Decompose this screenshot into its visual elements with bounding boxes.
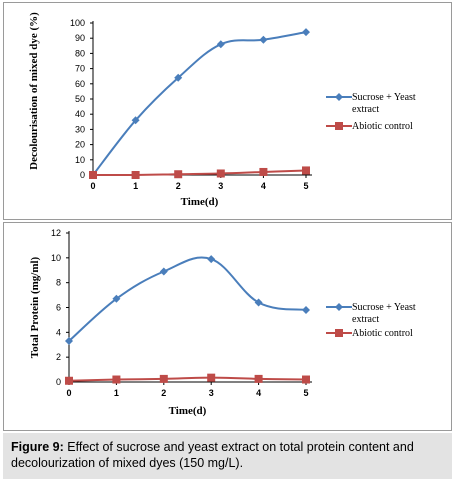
series-line-0 [92, 31, 307, 176]
data-point-diamond [216, 40, 225, 49]
y-tick-label: 100 [70, 18, 85, 28]
legend-marker-square [335, 122, 343, 130]
x-tick-label: 4 [261, 181, 266, 191]
x-axis-title: Time(d) [181, 196, 219, 208]
x-tick-label: 3 [218, 181, 223, 191]
x-tick-label: 1 [133, 181, 138, 191]
legend-label: Abiotic control [352, 328, 413, 339]
data-point-diamond [302, 305, 310, 314]
legend-marker-square [335, 329, 343, 337]
series-line-1 [68, 376, 307, 382]
series-line-0 [68, 256, 307, 342]
data-point-diamond [254, 298, 263, 307]
data-point-diamond [65, 337, 73, 346]
y-axis-title-line: Decolourisation of mixed dye (%) [28, 12, 40, 170]
legend-marker-diamond [335, 303, 343, 311]
x-axis-title: Time(d) [169, 405, 207, 417]
legend-marker-diamond [335, 93, 343, 101]
x-tick-label: 3 [209, 388, 214, 398]
data-point-diamond [131, 116, 140, 125]
y-tick-label: 4 [56, 327, 61, 337]
data-point-square [207, 373, 216, 382]
x-tick-label: 5 [303, 388, 308, 398]
series-line-1 [92, 169, 307, 177]
y-tick-label: 12 [51, 228, 61, 238]
x-tick-label: 5 [303, 181, 308, 191]
data-point-square [89, 171, 97, 179]
y-tick-label: 30 [75, 124, 85, 134]
y-tick-label: 20 [75, 140, 85, 150]
y-tick-label: 60 [75, 79, 85, 89]
decolourisation-chart: 0 10 20 30 40 50 60 70 80 90 100 0 1 2 3 4 5 Time(d) Decol… [28, 12, 416, 208]
x-tick-label: 0 [66, 388, 71, 398]
data-point-square [112, 375, 121, 384]
caption-text: Effect of sucrose and yeast extract on t… [11, 440, 414, 470]
y-tick-label: 80 [75, 48, 85, 58]
data-point-square [159, 374, 168, 383]
y-tick-label: 0 [56, 377, 61, 387]
data-point-diamond [159, 267, 168, 276]
y-axis-title: Total Protein (mg/ml) [29, 256, 41, 358]
y-tick-label: 8 [56, 278, 61, 288]
y-tick-label: 10 [75, 155, 85, 165]
data-point-square [302, 166, 310, 175]
data-point-diamond [174, 73, 183, 82]
data-point-square [216, 169, 225, 178]
data-point-square [174, 170, 183, 179]
y-tick-label: 10 [51, 253, 61, 263]
data-point-diamond [302, 28, 310, 37]
figure-caption: Figure 9: Effect of sucrose and yeast ex… [3, 433, 452, 479]
data-point-square [254, 374, 263, 383]
x-tick-label: 1 [114, 388, 119, 398]
x-tick-label: 4 [256, 388, 261, 398]
chart-panel-protein: 0 2 4 6 8 10 12 0 1 2 3 4 5 Time(d) Total Protein (mg/… [3, 222, 452, 431]
legend-label: extract [352, 104, 379, 115]
data-point-square [131, 171, 140, 179]
data-point-square [302, 375, 310, 384]
y-tick-label: 70 [75, 64, 85, 74]
y-tick-label: 50 [75, 94, 85, 104]
legend-label: Sucrose + Yeast [352, 92, 416, 103]
caption-label: Figure 9: [11, 440, 64, 454]
legend-label: Sucrose + Yeast [352, 302, 416, 313]
y-tick-label: 90 [75, 33, 85, 43]
x-tick-label: 2 [161, 388, 166, 398]
legend-label: extract [352, 314, 379, 325]
chart-panel-decolourisation: 0 10 20 30 40 50 60 70 80 90 100 0 1 2 3 4 5 Time(d) Decol… [3, 2, 452, 220]
y-tick-label: 40 [75, 109, 85, 119]
data-point-diamond [259, 35, 268, 44]
data-point-diamond [112, 294, 121, 303]
y-tick-label: 0 [80, 170, 85, 180]
legend-label: Abiotic control [352, 121, 413, 132]
data-point-square [65, 376, 73, 385]
y-tick-label: 6 [56, 303, 61, 313]
data-point-square [259, 167, 268, 176]
y-tick-label: 2 [56, 352, 61, 362]
x-tick-label: 0 [90, 181, 95, 191]
data-point-diamond [207, 255, 216, 264]
x-tick-label: 2 [176, 181, 181, 191]
